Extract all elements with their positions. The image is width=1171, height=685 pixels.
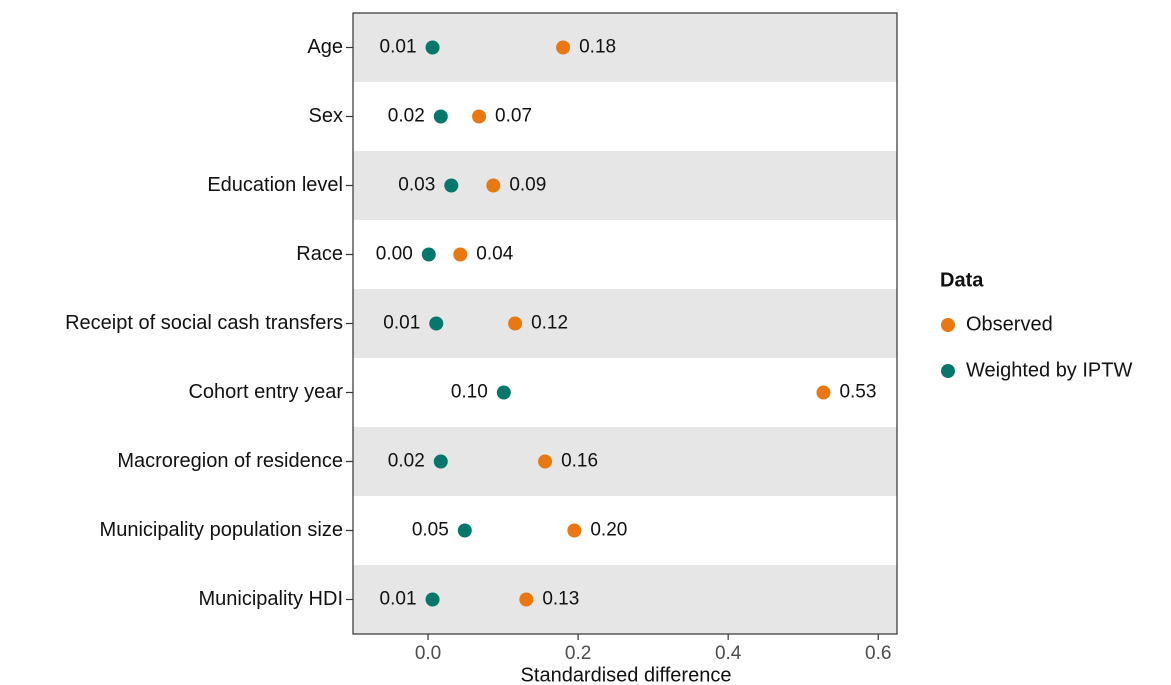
dot	[486, 178, 501, 193]
legend-title: Data	[940, 269, 984, 291]
dot	[519, 592, 534, 607]
data-label: 0.16	[561, 451, 598, 472]
data-label: 0.03	[398, 175, 435, 196]
dot	[453, 247, 468, 262]
data-label: 0.01	[380, 589, 417, 610]
data-label: 0.01	[383, 313, 420, 334]
dot	[429, 316, 444, 331]
y-tick-label: Sex	[309, 105, 343, 127]
x-axis-title: Standardised difference	[521, 664, 732, 685]
data-label: 0.10	[451, 382, 488, 403]
dot	[472, 109, 487, 124]
legend-label: Weighted by IPTW	[966, 359, 1132, 381]
data-label: 0.05	[412, 520, 449, 541]
x-tick-label: 0.2	[565, 643, 591, 664]
x-tick-label: 0.6	[865, 643, 891, 664]
data-label: 0.04	[476, 244, 513, 265]
legend-marker	[941, 318, 955, 332]
data-label: 0.01	[380, 37, 417, 58]
dot	[496, 385, 511, 400]
dot	[816, 385, 831, 400]
row-stripe	[353, 151, 897, 220]
data-label: 0.02	[388, 451, 425, 472]
dot	[457, 523, 472, 538]
y-tick-label: Age	[307, 36, 343, 58]
dot	[433, 454, 448, 469]
dot	[567, 523, 582, 538]
y-tick-label: Macroregion of residence	[117, 450, 343, 472]
data-label: 0.53	[839, 382, 876, 403]
data-label: 0.12	[531, 313, 568, 334]
y-tick-label: Race	[296, 243, 343, 265]
legend-marker	[941, 364, 955, 378]
data-label: 0.09	[509, 175, 546, 196]
y-tick-label: Municipality population size	[100, 519, 343, 541]
x-tick-label: 0.4	[715, 643, 742, 664]
dot	[556, 40, 571, 55]
row-stripe	[353, 565, 897, 634]
dot	[433, 109, 448, 124]
data-label: 0.18	[579, 37, 616, 58]
dot	[444, 178, 459, 193]
x-tick-label: 0.0	[415, 643, 441, 664]
row-stripe	[353, 289, 897, 358]
y-tick-label: Education level	[207, 174, 343, 196]
y-tick-label: Cohort entry year	[188, 381, 343, 403]
data-label: 0.02	[388, 106, 425, 127]
y-tick-label: Receipt of social cash transfers	[65, 312, 343, 334]
dot	[508, 316, 523, 331]
dot	[425, 40, 440, 55]
dot	[421, 247, 436, 262]
data-label: 0.07	[495, 106, 532, 127]
data-label: 0.00	[376, 244, 413, 265]
dot	[425, 592, 440, 607]
data-label: 0.20	[590, 520, 627, 541]
data-label: 0.13	[542, 589, 579, 610]
row-stripe	[353, 13, 897, 82]
y-tick-label: Municipality HDI	[199, 588, 343, 610]
legend-label: Observed	[966, 313, 1053, 335]
dot	[538, 454, 553, 469]
